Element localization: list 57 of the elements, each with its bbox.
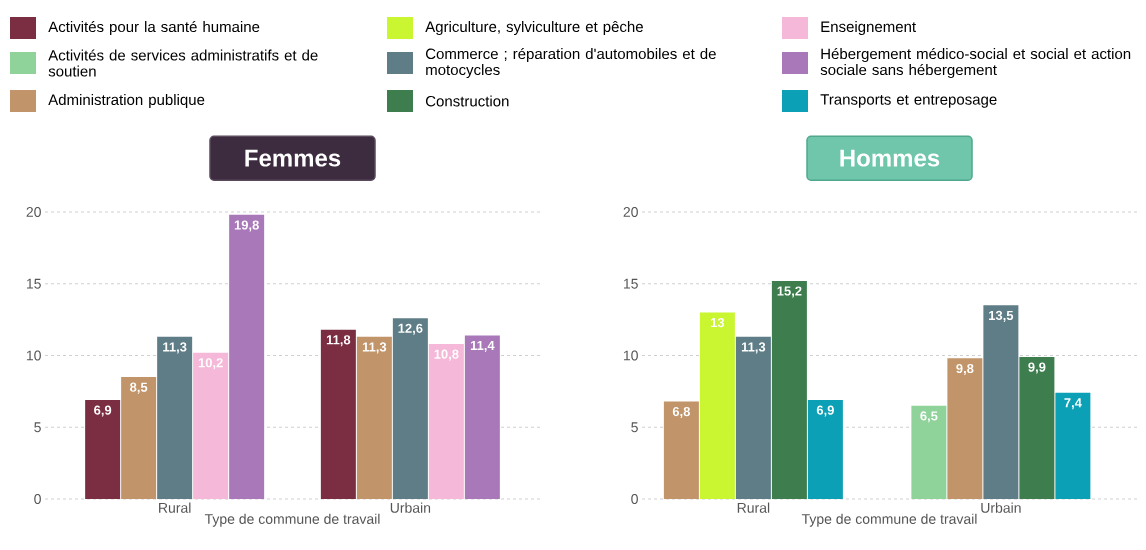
data-label: 6,9 bbox=[816, 405, 834, 417]
x-tick-label: Urbain bbox=[981, 502, 1021, 513]
legend-label: Agriculture, sylviculture et pêche bbox=[425, 20, 643, 36]
bar bbox=[85, 399, 121, 499]
data-label: 10,8 bbox=[434, 349, 459, 361]
chart-title: Hommes bbox=[840, 149, 940, 167]
bar bbox=[157, 336, 193, 499]
x-tick-label: Rural bbox=[737, 502, 770, 513]
data-label: 9,8 bbox=[956, 363, 974, 375]
x-tick-label: Urbain bbox=[390, 502, 431, 513]
legend-label: Transports et entreposage bbox=[820, 94, 997, 108]
data-label: 12,6 bbox=[398, 323, 423, 335]
bar bbox=[428, 344, 464, 499]
data-label: 11,3 bbox=[362, 342, 387, 354]
data-label: 11,3 bbox=[163, 342, 187, 354]
chart-title: Femmes bbox=[245, 149, 341, 167]
x-tick-label: Rural bbox=[159, 502, 191, 513]
data-label: 11,4 bbox=[470, 340, 495, 352]
y-tick-label: 20 bbox=[26, 207, 41, 217]
data-label: 15,2 bbox=[777, 286, 802, 298]
y-tick-label: 20 bbox=[623, 207, 638, 217]
data-label: 13 bbox=[710, 317, 725, 328]
bar bbox=[392, 318, 428, 499]
bar bbox=[464, 335, 500, 499]
y-tick-label: 0 bbox=[34, 494, 41, 504]
data-label: 6,5 bbox=[920, 411, 938, 423]
x-axis-title: Type de commune de travail bbox=[801, 513, 977, 527]
data-label: 6,9 bbox=[94, 405, 112, 417]
legend-label: Hébergement médico-social et social et action sociale sans hébergement bbox=[820, 47, 1131, 79]
y-tick-label: 15 bbox=[623, 278, 638, 289]
y-tick-label: 15 bbox=[26, 278, 41, 289]
data-label: 13,5 bbox=[989, 310, 1014, 322]
data-label: 6,8 bbox=[672, 406, 691, 419]
legend-label: Activités pour la santé humaine bbox=[48, 20, 260, 36]
bar bbox=[229, 214, 265, 499]
bar bbox=[320, 329, 356, 499]
data-label: 8,5 bbox=[130, 382, 148, 394]
data-label: 10,2 bbox=[198, 358, 223, 370]
y-tick-label: 10 bbox=[623, 350, 638, 361]
legend-label: Construction bbox=[425, 95, 509, 107]
data-label: 11,3 bbox=[741, 342, 766, 354]
y-tick-label: 5 bbox=[631, 422, 638, 433]
data-label: 9,9 bbox=[1028, 362, 1046, 374]
data-label: 7,4 bbox=[1064, 398, 1082, 410]
bar bbox=[356, 336, 392, 499]
data-label: 11,8 bbox=[326, 335, 351, 347]
legend-label: Commerce ; réparation d'automobiles et de motocycles bbox=[425, 47, 716, 79]
x-axis-title: Type de commune de travail bbox=[204, 513, 380, 527]
y-tick-label: 0 bbox=[631, 494, 638, 504]
bar bbox=[121, 377, 157, 499]
y-tick-label: 5 bbox=[34, 422, 41, 433]
data-label: 19,8 bbox=[234, 220, 259, 232]
legend-label: Administration publique bbox=[48, 94, 205, 108]
legend-label: Enseignement bbox=[821, 21, 916, 35]
legend-label: Activités de services administratifs et de soutien bbox=[48, 49, 318, 77]
y-tick-label: 10 bbox=[26, 350, 41, 361]
bar bbox=[193, 352, 229, 499]
